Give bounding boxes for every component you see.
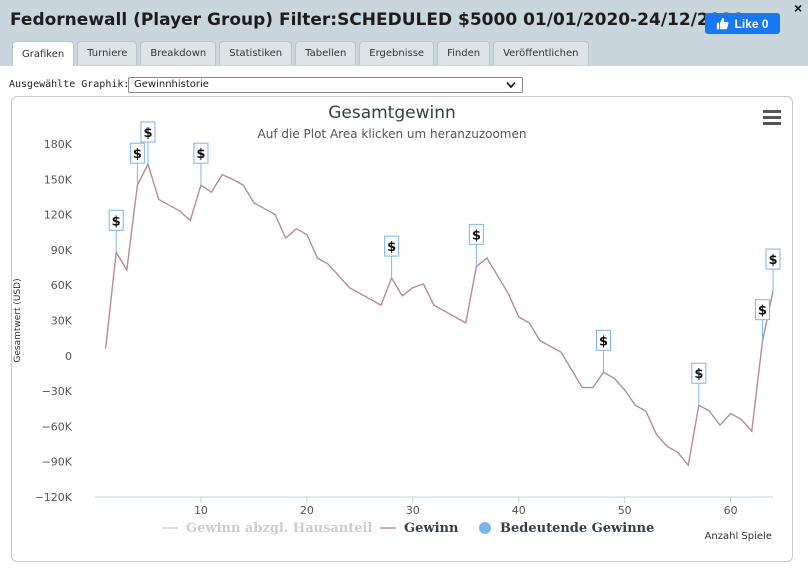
y-tick-label: −120K [35,491,73,504]
tab-breakdown[interactable]: Breakdown [140,41,217,65]
tab-grafiken[interactable]: Grafiken [12,41,75,66]
flag-label: $ [599,334,608,349]
flag-label: $ [768,253,777,268]
flag-label: $ [143,126,152,141]
chevron-down-icon [506,81,516,89]
significant-win-flag[interactable] [193,142,209,164]
y-tick-label: −90K [42,456,73,469]
significant-win-flag[interactable] [691,362,707,384]
y-tick-label: 30K [51,315,73,328]
chart-title: Gesamtgewinn [328,103,456,123]
chart-selector-value: Gewinnhistorie [134,79,209,90]
window-title: Fedornewall (Player Group) Filter:SCHEDU… [10,10,745,30]
tab-tabellen[interactable]: Tabellen [295,41,357,65]
facebook-like-button[interactable]: Like 0 [705,13,780,34]
significant-win-flag[interactable] [596,329,611,351]
tab-finden[interactable]: Finden [437,41,491,65]
legend-marker-bedeutende-gewinne [479,522,491,534]
chart[interactable]: Gesamtgewinn Auf die Plot Area klicken um… [12,97,792,561]
y-tick-label: 120K [44,209,73,222]
flag-label: $ [387,240,396,255]
y-axis-title: Gesamtwert (USD) [13,278,23,362]
tab-statistiken[interactable]: Statistiken [219,41,293,65]
tab-turniere[interactable]: Turniere [77,41,138,65]
legend-label-gewinn-abzgl-hausanteil[interactable]: Gewinn abzgl. Hausanteil [186,521,372,536]
chart-selector-label: Ausgewählte Graphik: [9,79,130,90]
flag-label: $ [196,147,205,162]
tab-bar: Grafiken Turniere Breakdown Statistiken … [12,41,589,66]
chart-selector-dropdown[interactable]: Gewinnhistorie [128,77,523,93]
flag-label: $ [472,228,481,243]
y-tick-label: −60K [42,420,73,433]
y-tick-label: 60K [51,279,73,292]
tab-ergebnisse[interactable]: Ergebnisse [359,41,435,65]
x-axis-title: Anzahl Spiele [705,531,772,542]
significant-win-flag[interactable] [140,121,156,143]
y-tick-label: 0 [65,350,72,363]
flag-label: $ [133,147,142,162]
close-icon[interactable]: × [794,0,803,16]
significant-win-flag[interactable] [384,235,400,257]
tab-veroeffentlichen[interactable]: Veröffentlichen [493,41,589,65]
y-tick-label: 180K [44,138,73,151]
y-tick-label: −30K [42,385,73,398]
significant-win-flag[interactable] [108,209,124,231]
chart-subtitle: Auf die Plot Area klicken um heranzuzoom… [258,127,527,141]
significant-win-flag[interactable] [468,223,484,245]
y-tick-label: 150K [44,173,73,186]
series-line-gewinn[interactable] [104,162,774,467]
x-tick-label: 10 [194,504,208,517]
thumbs-up-icon [717,17,729,30]
flag-label: $ [758,304,767,319]
x-tick-label: 20 [300,504,314,517]
x-tick-label: 50 [618,504,632,517]
flag-label: $ [694,367,703,382]
legend-label-bedeutende-gewinne[interactable]: Bedeutende Gewinne [500,521,654,536]
like-label: Like 0 [734,16,769,31]
window-header: Fedornewall (Player Group) Filter:SCHEDU… [0,0,808,66]
flag-label: $ [112,214,121,229]
significant-win-flag[interactable] [129,142,145,164]
legend-label-gewinn[interactable]: Gewinn [404,521,459,536]
y-tick-label: 90K [51,244,73,257]
hamburger-menu-icon[interactable] [763,110,781,125]
x-tick-label: 60 [724,504,738,517]
x-tick-label: 40 [512,504,526,517]
x-tick-label: 30 [406,504,420,517]
chart-panel: Gesamtgewinn Auf die Plot Area klicken um… [11,96,793,562]
significant-win-flag[interactable] [765,248,781,270]
significant-win-flag[interactable] [754,299,770,321]
